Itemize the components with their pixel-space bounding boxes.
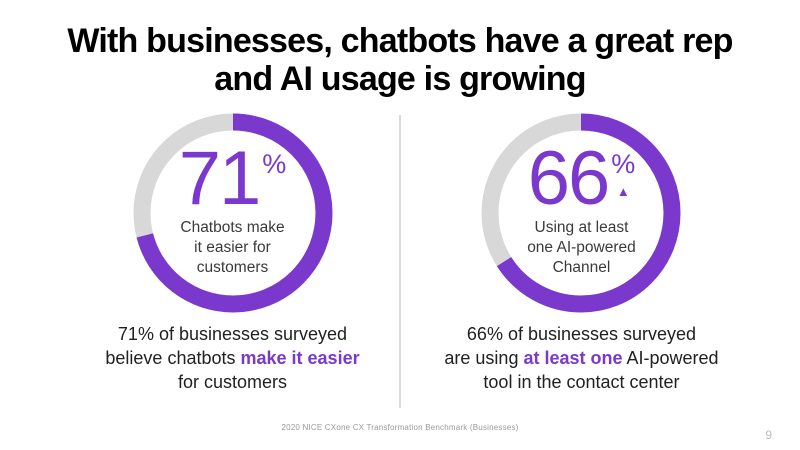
donut-chart-chatbots: 71 % Chatbots make it easier for custome… <box>133 113 333 313</box>
percent-stack: % ▲ <box>611 149 636 200</box>
percent-sign: % <box>262 149 287 180</box>
stats-row: 71 % Chatbots make it easier for custome… <box>0 113 800 408</box>
percent-sign: % <box>611 149 636 180</box>
donut-label-chatbots: Chatbots make it easier for customers <box>180 218 285 277</box>
stat-ai-usage: 66 % ▲ Using at least one AI-powered Cha… <box>401 113 800 395</box>
caption-highlight: make it easier <box>240 348 360 369</box>
donut-value-ai-usage: 66 % ▲ <box>527 136 636 222</box>
page-title: With businesses, chatbots have a great r… <box>0 0 800 99</box>
caption-highlight: at least one <box>523 348 623 369</box>
donut-value-arc <box>481 113 681 313</box>
donut-value-chatbots: 71 % <box>178 136 287 222</box>
source-footnote: 2020 NICE CXone CX Transformation Benchm… <box>281 423 519 432</box>
title-line-2: and AI usage is growing <box>214 60 586 99</box>
donut-center-chatbots: 71 % Chatbots make it easier for custome… <box>150 130 316 296</box>
donut-value-number: 71 <box>178 136 262 222</box>
donut-value-number: 66 <box>527 136 611 222</box>
donut-value-arc <box>133 113 332 313</box>
donut-svg-chatbots <box>133 113 332 313</box>
title-line-1: With businesses, chatbots have a great r… <box>67 22 733 60</box>
vertical-divider <box>399 114 401 408</box>
percent-stack: % <box>262 151 286 178</box>
donut-chart-ai-usage: 66 % ▲ Using at least one AI-powered Cha… <box>481 113 681 313</box>
donut-svg-ai-usage <box>481 113 681 313</box>
stat-ai-usage-inner: 66 % ▲ Using at least one AI-powered Cha… <box>444 113 719 395</box>
caption-pre: 66% of businesses surveyed are using <box>444 323 697 369</box>
caption-post: for customers <box>177 372 288 393</box>
stat-chatbots-inner: 71 % Chatbots make it easier for custome… <box>105 113 360 395</box>
donut-label-ai-usage: Using at least one AI-powered Channel <box>527 218 636 277</box>
stat-chatbots: 71 % Chatbots make it easier for custome… <box>0 113 399 395</box>
donut-center-ai-usage: 66 % ▲ Using at least one AI-powered Cha… <box>498 130 664 296</box>
page-number: 9 <box>765 428 772 442</box>
caption-pre: 71% of businesses surveyed believe chatb… <box>105 323 348 369</box>
caption-ai-usage: 66% of businesses surveyed are using at … <box>444 322 718 395</box>
caption-post: AI-powered tool in the contact center <box>483 348 719 393</box>
caption-chatbots: 71% of businesses surveyed believe chatb… <box>105 322 359 395</box>
up-triangle-icon: ▲ <box>616 184 630 200</box>
